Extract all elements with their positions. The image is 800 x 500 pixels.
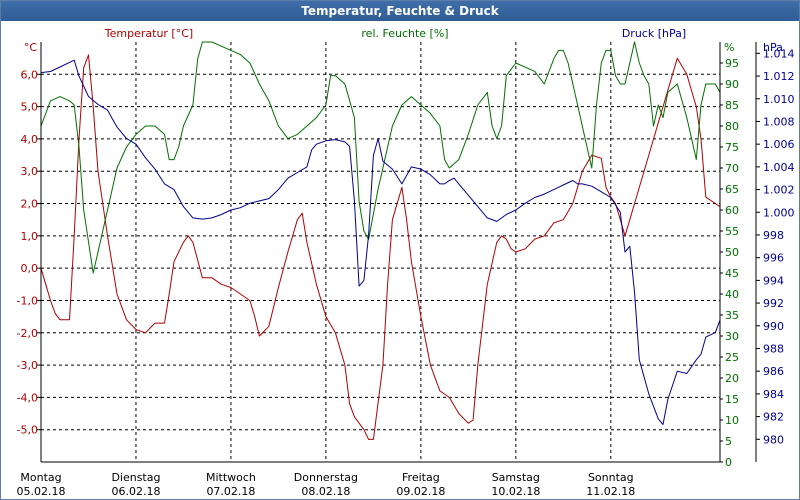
humidity-tick-label: 15 bbox=[725, 393, 739, 406]
x-tick-date-label: 09.02.18 bbox=[396, 485, 445, 498]
humidity-tick-label: 80 bbox=[725, 120, 739, 133]
axes: °C 6,0 5,0 4,0 3,0 2,0 1,0 0,0 -1,0 -2,0 -3,0 -4,0 -… bbox=[17, 27, 795, 498]
pressure-tick-label: 1.006 bbox=[763, 138, 795, 151]
window-title: Temperatur, Feuchte & Druck bbox=[1, 1, 799, 21]
x-tick-day-label: Samstag bbox=[492, 471, 540, 484]
pressure-tick-label: 1.004 bbox=[763, 161, 795, 174]
temperature-tick-label: 5,0 bbox=[21, 101, 39, 114]
pressure-tick-label: 986 bbox=[763, 365, 784, 378]
humidity-tick-label: 90 bbox=[725, 78, 739, 91]
humidity-unit-label: % bbox=[724, 41, 734, 54]
humidity-tick-label: 0 bbox=[725, 456, 732, 469]
pressure-line bbox=[40, 59, 721, 425]
pressure-tick-label: 990 bbox=[763, 320, 784, 333]
pressure-tick-label: 994 bbox=[763, 274, 784, 287]
humidity-tick-label: 50 bbox=[725, 246, 739, 259]
pressure-tick-label: 982 bbox=[763, 411, 784, 424]
temperature-tick-label: -2,0 bbox=[17, 327, 38, 340]
humidity-tick-label: 40 bbox=[725, 288, 739, 301]
x-tick-day-label: Freitag bbox=[402, 471, 440, 484]
humidity-tick-label: 65 bbox=[725, 183, 739, 196]
temperature-unit-label: °C bbox=[24, 41, 38, 54]
x-tick-day-label: Montag bbox=[20, 471, 61, 484]
humidity-tick-label: 55 bbox=[725, 225, 739, 238]
pressure-tick-label: 1.002 bbox=[763, 184, 795, 197]
pressure-tick-label: 980 bbox=[763, 433, 784, 446]
x-tick-day-label: Dienstag bbox=[111, 471, 160, 484]
grid bbox=[40, 42, 720, 462]
temperature-tick-label: -3,0 bbox=[17, 359, 38, 372]
pressure-tick-label: 1.000 bbox=[763, 206, 795, 219]
x-tick-day-label: Donnerstag bbox=[294, 471, 358, 484]
humidity-axis-title: rel. Feuchte [%] bbox=[361, 27, 448, 40]
temperature-tick-label: -4,0 bbox=[17, 391, 38, 404]
x-tick-date-label: 06.02.18 bbox=[111, 485, 160, 498]
x-tick-day-label: Mittwoch bbox=[206, 471, 256, 484]
humidity-line bbox=[40, 41, 721, 274]
humidity-tick-label: 20 bbox=[725, 372, 739, 385]
temperature-tick-label: 0,0 bbox=[21, 262, 39, 275]
humidity-tick-label: 75 bbox=[725, 141, 739, 154]
temperature-tick-label: -1,0 bbox=[17, 294, 38, 307]
humidity-tick-label: 45 bbox=[725, 267, 739, 280]
temperature-tick-label: 1,0 bbox=[21, 230, 39, 243]
pressure-tick-label: 1.008 bbox=[763, 115, 795, 128]
temperature-axis-title: Temperatur [°C] bbox=[104, 27, 193, 40]
temperature-tick-label: 3,0 bbox=[21, 165, 39, 178]
x-tick-day-label: Sonntag bbox=[588, 471, 634, 484]
pressure-tick-label: 1.012 bbox=[763, 70, 795, 83]
humidity-tick-label: 35 bbox=[725, 309, 739, 322]
humidity-tick-label: 95 bbox=[725, 57, 739, 70]
temperature-tick-label: 6,0 bbox=[21, 68, 39, 81]
x-tick-date-label: 05.02.18 bbox=[17, 485, 66, 498]
x-tick-date-label: 07.02.18 bbox=[206, 485, 255, 498]
pressure-tick-label: 988 bbox=[763, 342, 784, 355]
humidity-tick-label: 25 bbox=[725, 351, 739, 364]
temperature-tick-label: -5,0 bbox=[17, 424, 38, 437]
pressure-tick-label: 1.014 bbox=[763, 47, 795, 60]
x-tick-date-label: 08.02.18 bbox=[301, 485, 350, 498]
temperature-line bbox=[40, 54, 721, 440]
humidity-tick-label: 10 bbox=[725, 414, 739, 427]
x-tick-date-label: 11.02.18 bbox=[586, 485, 635, 498]
humidity-tick-label: 5 bbox=[725, 435, 732, 448]
x-tick-date-label: 10.02.18 bbox=[491, 485, 540, 498]
series-layer bbox=[40, 41, 721, 440]
pressure-tick-label: 1.010 bbox=[763, 93, 795, 106]
humidity-tick-label: 70 bbox=[725, 162, 739, 175]
pressure-tick-label: 996 bbox=[763, 252, 784, 265]
humidity-tick-label: 85 bbox=[725, 99, 739, 112]
temperature-tick-label: 2,0 bbox=[21, 198, 39, 211]
pressure-tick-label: 998 bbox=[763, 229, 784, 242]
temperature-tick-label: 4,0 bbox=[21, 133, 39, 146]
pressure-axis-title: Druck [hPa] bbox=[622, 27, 686, 40]
humidity-tick-label: 30 bbox=[725, 330, 739, 343]
pressure-tick-label: 984 bbox=[763, 388, 784, 401]
pressure-tick-label: 992 bbox=[763, 297, 784, 310]
pressure-unit-label: hPa bbox=[763, 41, 783, 54]
humidity-tick-label: 60 bbox=[725, 204, 739, 217]
